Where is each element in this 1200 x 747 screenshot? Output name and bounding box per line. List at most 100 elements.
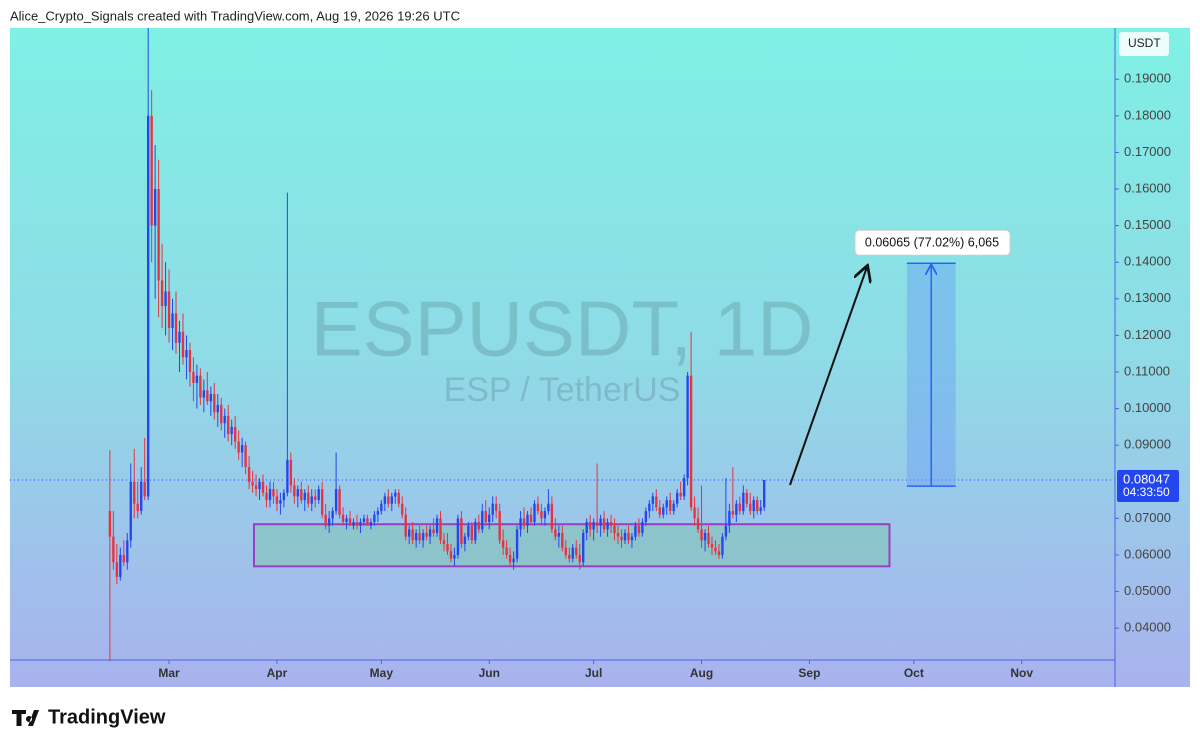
currency-box[interactable]	[1119, 32, 1169, 56]
candle-body	[279, 500, 282, 504]
candle-body	[602, 518, 606, 530]
candle-body	[561, 533, 564, 548]
candle-body	[623, 533, 627, 541]
y-tick-label: 0.19000	[1124, 71, 1171, 86]
y-tick-label: 0.07000	[1124, 510, 1171, 525]
candle-body	[261, 481, 265, 493]
candle-body	[763, 480, 766, 508]
y-tick-label: 0.04000	[1124, 620, 1171, 635]
y-tick-label: 0.11000	[1124, 363, 1170, 378]
candle-body	[738, 503, 742, 512]
candle-body	[289, 459, 293, 486]
candle-body	[140, 481, 143, 512]
x-tick-label: Mar	[158, 666, 180, 680]
x-tick-label: May	[370, 666, 394, 680]
candle-body	[345, 518, 348, 523]
candle-body	[314, 496, 317, 501]
candle-body	[522, 518, 526, 526]
candle-body	[376, 511, 380, 515]
candle-body	[160, 280, 164, 307]
y-tick-label: 0.17000	[1124, 144, 1171, 159]
candle-body	[536, 503, 540, 512]
candle-body	[359, 522, 362, 526]
candle-body	[442, 540, 446, 544]
candle-body	[174, 313, 178, 343]
candle-body	[564, 547, 567, 555]
arrow	[789, 267, 867, 486]
candle-body	[481, 511, 484, 530]
candle-body	[341, 514, 345, 523]
candle-body	[380, 503, 383, 512]
candle-body	[529, 514, 533, 523]
candle-body	[390, 496, 393, 504]
candle-body	[491, 503, 494, 515]
candle-body	[599, 518, 602, 526]
candle-body	[595, 522, 599, 526]
footer: TradingView	[48, 706, 166, 728]
candle-body	[206, 390, 209, 402]
candle-body	[554, 529, 557, 537]
measure-label: 0.06065 (77.02%) 6,065	[865, 236, 999, 250]
candle-body	[303, 492, 306, 501]
currency[interactable]: USDT	[1128, 36, 1161, 50]
candle-body	[728, 511, 731, 526]
candle-body	[258, 481, 261, 490]
candle-body	[515, 529, 519, 559]
candle-body	[672, 503, 675, 512]
x-tick-label: Oct	[904, 666, 924, 680]
candle-body	[327, 518, 331, 526]
candle-body	[543, 511, 547, 519]
candle-body	[453, 554, 456, 559]
candle-body	[310, 496, 313, 504]
background	[10, 28, 1190, 687]
candle-body	[435, 518, 439, 534]
candle-body	[233, 426, 237, 442]
candle-body	[300, 489, 303, 501]
candle-body	[526, 514, 529, 526]
candle-body	[686, 375, 689, 479]
candle-body	[418, 533, 421, 541]
candle-body	[710, 543, 714, 548]
candle-body	[394, 492, 397, 497]
candle-body	[700, 529, 703, 541]
candle-body	[307, 492, 310, 504]
x-tick-label: Jul	[585, 666, 602, 680]
candle-body	[401, 503, 404, 515]
y-tick-label: 0.14000	[1124, 254, 1171, 269]
candle-body	[129, 481, 132, 541]
candle-body	[251, 481, 254, 486]
candle-body	[254, 485, 258, 490]
candle-body	[150, 115, 153, 226]
candle-body	[752, 500, 755, 512]
candle-body	[223, 415, 226, 424]
y-tick-label: 0.05000	[1124, 583, 1171, 598]
candle-body	[237, 441, 240, 453]
candle-body	[432, 529, 435, 534]
candle-body	[582, 533, 585, 563]
candle-body	[571, 547, 574, 559]
y-tick-label: 0.09000	[1124, 437, 1171, 452]
candle-body	[119, 554, 122, 577]
candle-body	[324, 514, 327, 526]
candle-body	[439, 518, 442, 541]
candle-body	[352, 522, 355, 526]
candle-body	[230, 426, 233, 435]
y-tick-label: 0.18000	[1124, 107, 1171, 122]
candle-body	[703, 533, 707, 541]
x-tick-label: Jun	[479, 666, 500, 680]
candle-body	[334, 489, 338, 512]
candle-body	[414, 533, 418, 541]
candle-body	[592, 522, 595, 530]
last-price-label: 0.08047	[1123, 471, 1170, 486]
candle-body	[484, 511, 487, 523]
candle-body	[153, 189, 157, 226]
candle-body	[575, 547, 578, 555]
candle-body	[195, 375, 199, 383]
candle-body	[655, 496, 658, 508]
candle-body	[749, 503, 752, 512]
candle-body	[669, 500, 672, 512]
candle-body	[682, 478, 686, 497]
candle-body	[188, 350, 192, 372]
candle-body	[146, 115, 150, 497]
